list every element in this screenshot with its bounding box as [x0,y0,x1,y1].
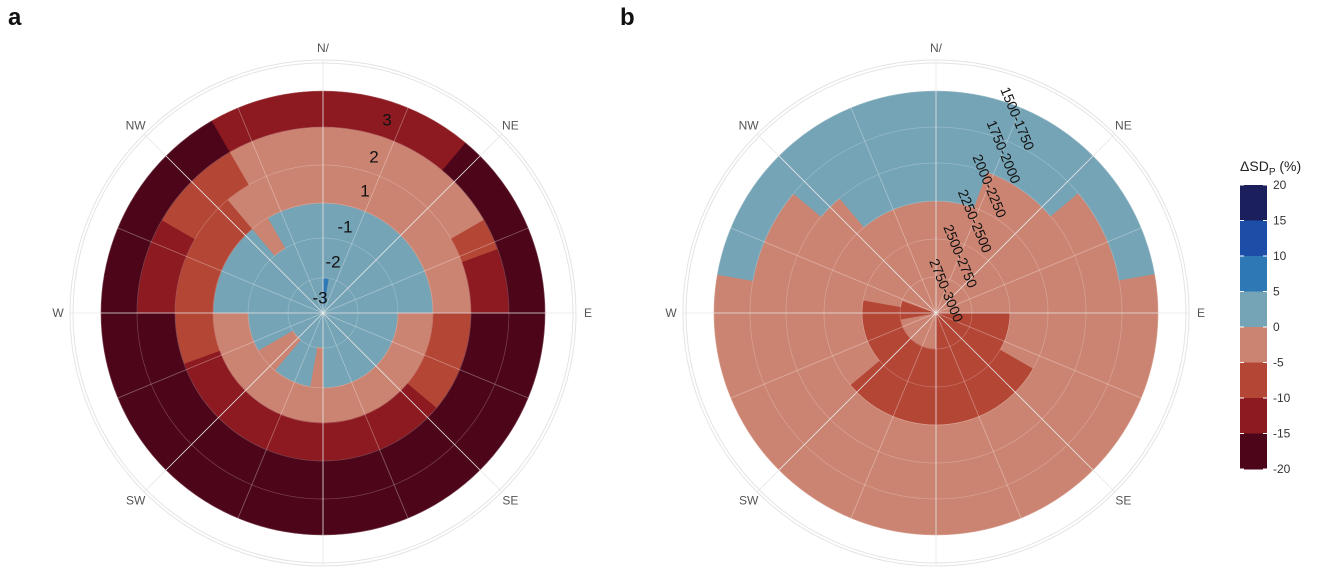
radial-axis-label: 1 [360,181,369,200]
grid-spoke [322,312,503,493]
grid-spoke [322,312,421,547]
grid-ring [823,200,1049,426]
colorbar-tick-label: 15 [1273,214,1287,228]
colorbar-title: ΔSDP (%) [1240,158,1301,178]
colorbar: 20 15 10 5 0 -5 -10 -15 -20 [1240,178,1291,476]
polar-cell [1118,274,1159,314]
polar-cell [897,90,937,131]
colorbar-bin [1240,398,1267,434]
colorbar-tick-label: -15 [1273,427,1291,441]
colorbar-bin [1240,256,1267,292]
polar-cell [713,312,754,352]
polar-cell [505,312,546,352]
grid-ring [899,276,973,350]
direction-label: W [52,306,64,320]
polar-cell [505,274,546,314]
direction-label: NW [739,119,760,133]
grid-spoke [702,312,937,411]
polar-cell [100,312,141,352]
grid-spoke [225,79,324,314]
radial-axis-label: -2 [325,252,340,271]
grid-spoke [935,215,1170,314]
polar-cell [322,90,362,131]
colorbar-title-suffix: (%) [1275,158,1302,174]
colorbar-tick-label: -10 [1273,391,1291,405]
colorbar-tick-label: 0 [1273,320,1280,334]
grid-ring [861,238,1011,388]
direction-label: E [1197,306,1205,320]
polar-cell [713,274,754,314]
radial-axis-label: -3 [312,288,327,307]
colorbar-bin [1240,220,1267,257]
polar-cell [935,495,975,536]
direction-label: SW [739,493,759,507]
grid-spoke [225,312,324,547]
polar-cell [322,495,362,536]
grid-spoke [935,312,1116,493]
grid-spoke [322,215,557,314]
direction-label: NE [502,119,519,133]
grid-spoke [143,312,324,493]
grid-ring [287,277,359,349]
colorbar-title-subscript: P [1268,166,1276,178]
grid-spoke [935,312,1170,411]
radial-axis-label: 3 [382,110,391,129]
colorbar-title-main: ΔSD [1240,158,1269,174]
grid-spoke [89,215,324,314]
colorbar-bin [1240,327,1267,363]
direction-label: SW [126,493,146,507]
direction-label: E [584,306,592,320]
grid-spoke [322,312,557,411]
colorbar-tick-label: 5 [1273,285,1280,299]
polar-cell [1118,312,1159,352]
grid-spoke [756,312,937,493]
panel-letter-b: b [620,4,635,31]
polar-chart-b: N/NEESESSWWNW2750-30002500-27502250-2500… [665,41,1205,567]
colorbar-bin [1240,185,1267,221]
grid-spoke [322,133,503,314]
grid-ring [212,202,434,424]
grid-spoke [89,312,324,411]
direction-label: NW [126,119,147,133]
grid-ring [713,90,1159,536]
colorbar-bin [1240,433,1267,470]
grid-spoke [935,133,1116,314]
grid-ring [247,237,399,389]
direction-label: SE [1115,493,1131,507]
grid-spoke [935,79,1034,314]
radial-axis-label: 2 [369,147,378,166]
polar-cell [284,90,324,131]
radial-axis-label: -1 [337,217,352,236]
grid-spoke [143,133,324,314]
direction-label: N/ [930,41,943,55]
grid-spoke [838,312,937,547]
direction-label: N/ [317,41,330,55]
grid-spoke [756,133,937,314]
polar-cell [100,274,141,314]
grid-spoke [702,215,937,314]
grid-spoke [935,312,1034,547]
colorbar-tick-label: -20 [1273,462,1291,476]
grid-ring [174,164,472,462]
direction-label: NE [1115,119,1132,133]
grid-ring [136,126,510,500]
grid-ring [785,162,1087,464]
grid-spoke [322,79,421,314]
grid-spoke [838,79,937,314]
polar-cell [284,495,324,536]
colorbar-tick-label: 20 [1273,178,1287,192]
polar-cell [897,495,937,536]
colorbar-bin [1240,291,1267,328]
direction-label: W [665,306,677,320]
colorbar-tick-label: -5 [1273,356,1284,370]
polar-cell [935,90,975,131]
colorbar-tick-label: 10 [1273,249,1287,263]
direction-label: SE [502,493,518,507]
grid-ring [100,90,546,536]
grid-ring [749,126,1123,500]
colorbar-bin [1240,362,1267,399]
panel-letter-a: a [8,4,22,31]
